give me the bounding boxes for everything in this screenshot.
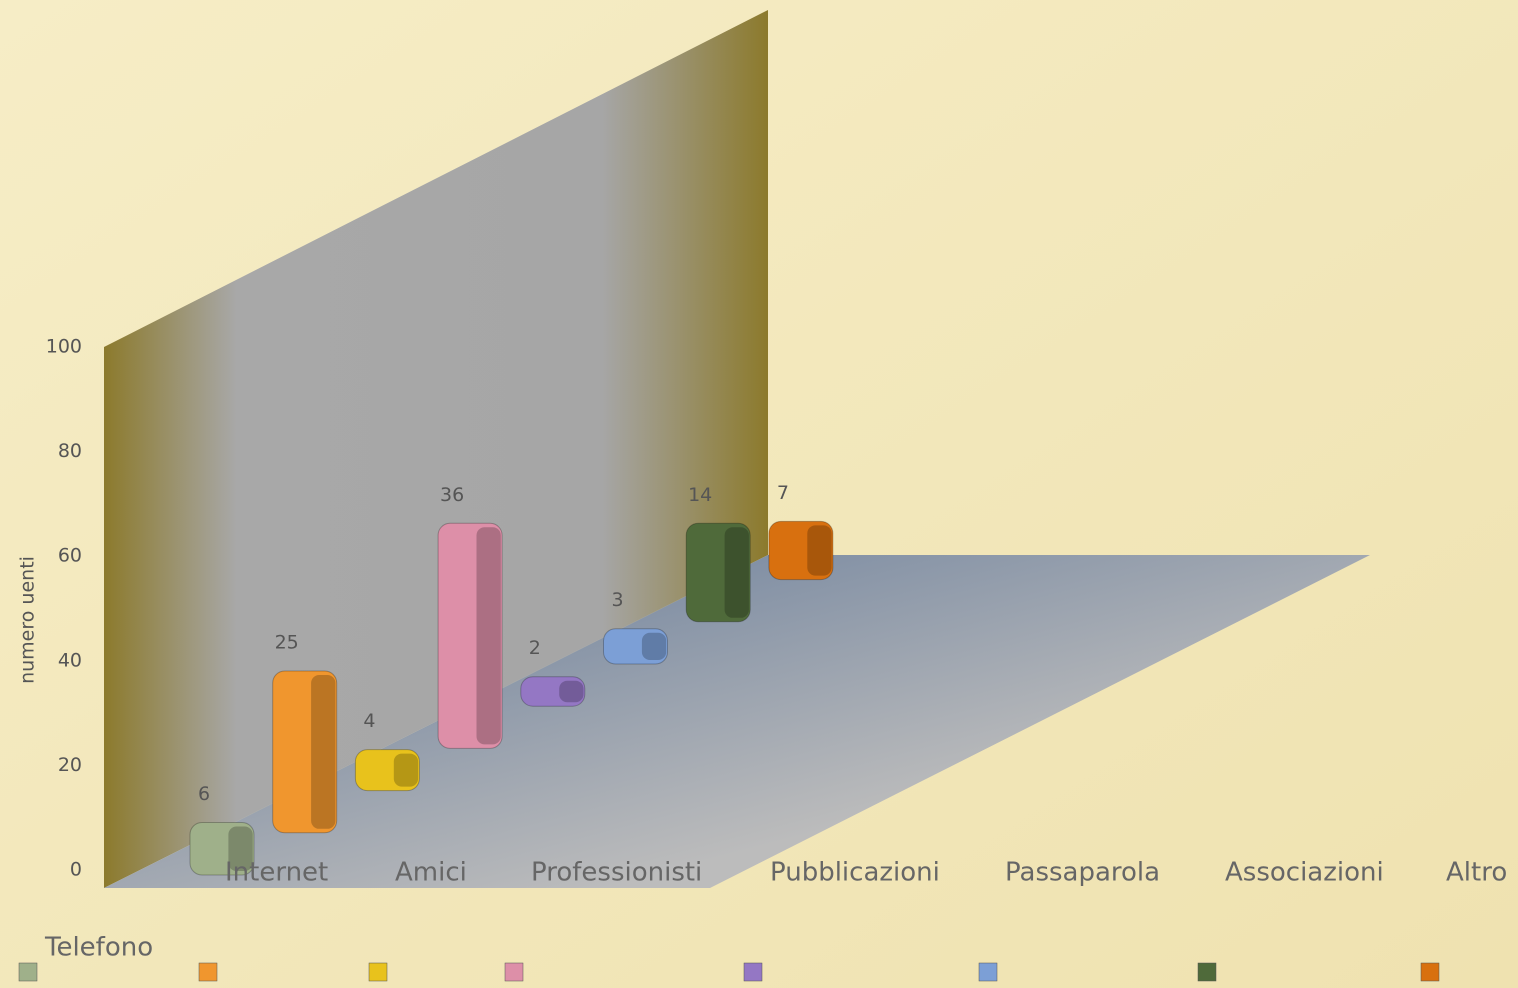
bar bbox=[768, 520, 834, 581]
bar-body bbox=[685, 522, 751, 623]
legend-marker bbox=[1420, 962, 1440, 982]
bar-shade bbox=[311, 674, 336, 829]
bar bbox=[685, 522, 751, 623]
y-tick-label: 20 bbox=[58, 754, 82, 776]
x-tick-label: Professionisti bbox=[531, 858, 702, 888]
y-tick-label: 40 bbox=[58, 649, 82, 671]
y-axis-title: numero uenti bbox=[17, 556, 39, 684]
bar-body bbox=[272, 670, 338, 834]
bar bbox=[189, 821, 255, 876]
data-label: 14 bbox=[688, 484, 712, 506]
x-tick-label: Amici bbox=[395, 858, 467, 888]
bar-shade bbox=[559, 680, 584, 703]
data-label: 4 bbox=[363, 710, 375, 732]
bar bbox=[437, 522, 503, 749]
legend-marker bbox=[368, 962, 388, 982]
bar bbox=[272, 670, 338, 834]
data-label: 25 bbox=[275, 631, 299, 653]
x-tick-label: Telefono bbox=[44, 933, 153, 963]
data-label: 7 bbox=[777, 482, 789, 504]
bar-shade bbox=[476, 527, 501, 745]
legend-marker bbox=[978, 962, 998, 982]
data-label: 2 bbox=[529, 637, 541, 659]
bar-body bbox=[437, 522, 503, 749]
legend-marker bbox=[18, 962, 38, 982]
bar-body bbox=[520, 676, 586, 707]
y-tick-label: 100 bbox=[46, 336, 82, 358]
bar bbox=[354, 749, 420, 792]
legend-marker bbox=[198, 962, 218, 982]
x-tick-label: Passaparola bbox=[1005, 858, 1160, 888]
data-label: 6 bbox=[198, 783, 210, 805]
x-tick-label: Altro bbox=[1446, 858, 1507, 888]
x-tick-label: Associazioni bbox=[1225, 858, 1384, 888]
bar-shade bbox=[807, 525, 832, 576]
legend-marker bbox=[743, 962, 763, 982]
y-tick-label: 0 bbox=[70, 859, 82, 881]
bar-shade bbox=[393, 753, 419, 787]
y-tick-label: 80 bbox=[58, 440, 82, 462]
y-tick-label: 60 bbox=[58, 545, 82, 567]
data-label: 3 bbox=[611, 589, 623, 611]
x-tick-label: Pubblicazioni bbox=[770, 858, 940, 888]
bar-body bbox=[603, 628, 668, 665]
bar-body bbox=[189, 821, 255, 876]
bar bbox=[520, 676, 586, 707]
bar-shade bbox=[641, 632, 667, 660]
floor bbox=[104, 555, 1370, 888]
bar bbox=[603, 628, 668, 665]
bar-shade bbox=[228, 826, 253, 871]
legend-marker bbox=[504, 962, 524, 982]
back-wall bbox=[104, 10, 768, 888]
x-tick-label: Internet bbox=[225, 858, 328, 888]
legend-marker bbox=[1197, 962, 1217, 982]
data-label: 36 bbox=[440, 484, 464, 506]
bar-shade bbox=[724, 527, 749, 618]
bar-body bbox=[768, 520, 834, 581]
bar-body bbox=[354, 749, 420, 792]
